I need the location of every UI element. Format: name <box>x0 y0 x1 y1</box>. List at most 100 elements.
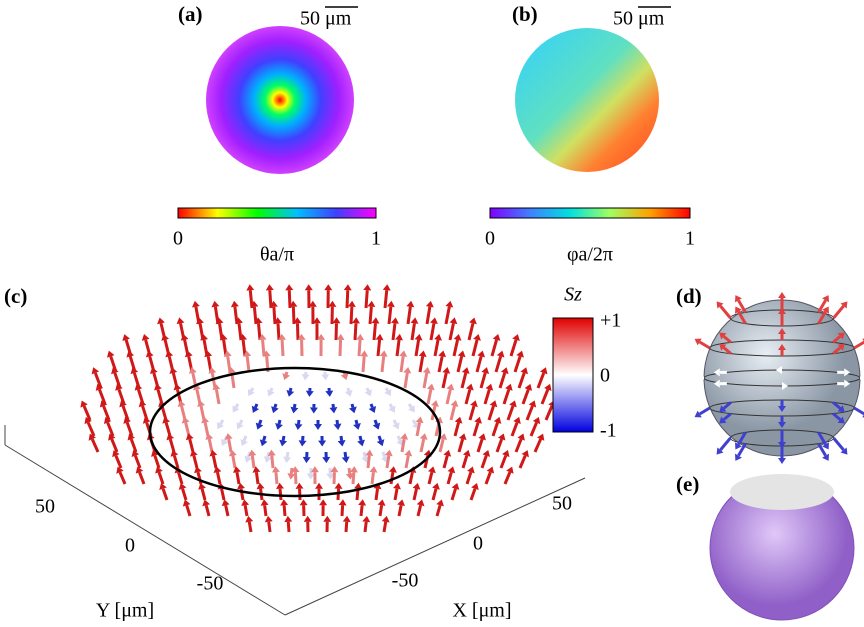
spin-arrow-head <box>205 433 214 440</box>
spin-arrow-head <box>122 334 130 341</box>
spin-arrow <box>521 388 530 405</box>
spin-arrow-head <box>486 466 495 474</box>
spin-arrow-head <box>778 458 786 464</box>
spin-arrow-head <box>177 400 186 407</box>
spin-arrow-head <box>235 317 243 324</box>
spin-arrow-head <box>325 390 334 397</box>
spin-arrow <box>498 372 507 389</box>
spin-arrow <box>343 451 348 458</box>
spin-arrow-head <box>735 295 742 303</box>
spin-arrow-head <box>368 405 377 414</box>
spin-arrow <box>453 422 461 437</box>
spin-arrow-head <box>340 373 349 381</box>
spin-arrow <box>817 431 827 446</box>
spin-arrow-head <box>134 383 143 391</box>
spin-arrow-head <box>364 389 372 397</box>
spin-arrow-head <box>215 317 224 324</box>
spin-arrow-head <box>273 317 282 324</box>
spin-arrow-head <box>295 482 304 489</box>
spin-arrow <box>362 451 367 458</box>
spin-arrow-head <box>844 368 851 377</box>
spin-arrow-head <box>145 350 154 358</box>
spin-arrow <box>207 438 214 453</box>
spin-arrow <box>382 521 388 533</box>
spin-arrow <box>287 290 292 309</box>
spin-arrow-head <box>719 332 727 340</box>
spin-arrow-head <box>432 482 440 490</box>
spin-arrow <box>502 388 511 405</box>
spin-arrow-head <box>439 433 448 441</box>
spin-arrow-head <box>361 456 370 463</box>
spin-arrow <box>494 355 503 373</box>
spin-arrow <box>235 471 241 485</box>
spin-arrow-head <box>344 389 353 397</box>
spin-arrow <box>832 305 845 319</box>
spin-arrow-head <box>375 333 384 341</box>
spin-arrow-head <box>287 473 296 480</box>
spin-arrow <box>385 455 391 469</box>
spin-arrow <box>510 422 519 437</box>
spin-arrow <box>475 355 483 373</box>
spin-arrow-head <box>181 416 190 424</box>
spin-arrow-head <box>180 333 189 341</box>
spin-arrow <box>353 323 358 341</box>
spin-arrow-head <box>392 422 400 430</box>
spin-arrow-head <box>719 405 727 413</box>
spin-arrow <box>354 419 359 425</box>
spin-arrow-head <box>716 301 724 309</box>
colorbar <box>177 207 377 219</box>
spin-arrow <box>258 419 263 425</box>
spin-arrow-head <box>337 440 346 447</box>
spin-arrow-head <box>492 334 501 341</box>
panel-label: (e) <box>676 472 699 496</box>
spin-arrow <box>237 323 243 341</box>
spin-arrow <box>86 421 96 437</box>
spin-arrow <box>345 290 350 309</box>
spin-arrow-head <box>306 473 315 480</box>
spin-arrow-head <box>384 449 393 457</box>
spin-arrow-head <box>388 466 397 473</box>
y-tick-label: 0 <box>125 535 135 557</box>
spin-arrow-head <box>341 456 350 464</box>
spin-arrow <box>188 438 195 453</box>
spin-arrow-head <box>379 350 388 357</box>
spin-arrow-head <box>403 366 412 374</box>
spin-arrow-head <box>425 300 434 308</box>
spin-arrow <box>438 438 445 453</box>
spin-arrow-head <box>822 442 829 450</box>
spin-arrow <box>449 405 456 421</box>
spin-arrow <box>722 401 732 410</box>
spin-arrow-head <box>290 406 299 414</box>
spin-arrow <box>284 371 289 375</box>
spin-arrow <box>357 339 362 357</box>
spin-arrow <box>192 455 199 469</box>
spin-arrow-head <box>506 466 514 474</box>
spin-arrow <box>349 306 354 325</box>
spin-arrow-head <box>372 422 381 430</box>
spin-arrow <box>359 505 364 517</box>
spin-arrow-head <box>289 300 298 307</box>
spin-arrow-head <box>399 350 408 357</box>
spin-arrow-head <box>393 482 401 490</box>
spin-arrow-head <box>528 400 537 408</box>
spin-arrow-head <box>165 350 174 358</box>
spin-arrow <box>161 488 169 501</box>
colorbar-label: Sz <box>564 284 582 306</box>
spin-arrow <box>238 419 244 425</box>
spin-arrow <box>442 455 449 469</box>
spin-arrow-head <box>221 438 229 446</box>
spin-arrow-head <box>467 466 475 474</box>
spin-arrow-head <box>419 433 428 440</box>
spin-arrow-head <box>251 405 260 413</box>
spin-arrow <box>817 310 827 325</box>
spin-arrow-head <box>360 350 369 357</box>
spin-arrow-head <box>256 482 265 490</box>
spin-arrow <box>227 438 233 453</box>
spin-arrow <box>242 435 248 442</box>
spin-arrow-head <box>426 383 435 391</box>
spin-arrow <box>133 455 142 469</box>
spin-arrow <box>406 306 412 325</box>
spin-arrow <box>495 438 504 453</box>
spin-arrow-head <box>217 421 224 430</box>
spin-arrow <box>114 455 123 469</box>
